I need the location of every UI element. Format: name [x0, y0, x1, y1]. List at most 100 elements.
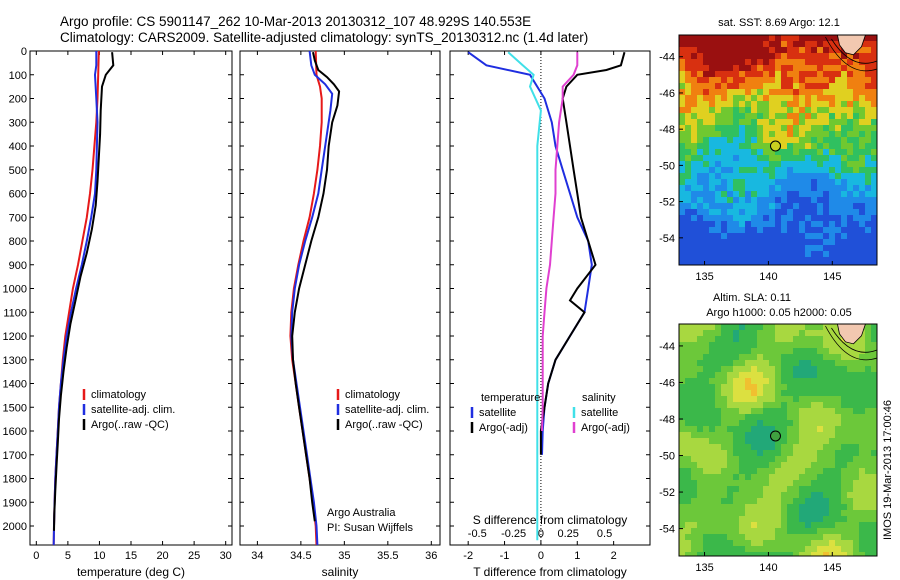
map-cell — [793, 360, 799, 366]
map-cell — [811, 414, 817, 420]
map-cell — [745, 414, 751, 420]
map-cell — [847, 113, 853, 119]
map-cell — [841, 167, 847, 173]
x-tick-label: 1 — [574, 550, 580, 562]
map-cell — [853, 528, 859, 534]
map-cell — [709, 408, 715, 414]
map-cell — [757, 95, 763, 101]
map-cell — [847, 486, 853, 492]
map-cell — [709, 119, 715, 125]
map-cell — [721, 342, 727, 348]
map-cell — [781, 185, 787, 191]
map-cell — [865, 113, 871, 119]
map-cell — [763, 426, 769, 432]
map-cell — [775, 95, 781, 101]
map-cell — [697, 468, 703, 474]
map-cell — [793, 498, 799, 504]
map-cell — [811, 324, 817, 330]
map-cell — [739, 486, 745, 492]
map-cell — [823, 408, 829, 414]
map-cell — [685, 233, 691, 239]
map-cell — [799, 510, 805, 516]
map-cell — [757, 239, 763, 245]
map-cell — [715, 149, 721, 155]
map-cell — [691, 167, 697, 173]
map-cell — [823, 245, 829, 251]
map-cell — [805, 360, 811, 366]
map-cell — [751, 65, 757, 71]
map-cell — [709, 504, 715, 510]
map-cell — [691, 101, 697, 107]
map-cell — [745, 396, 751, 402]
map-cell — [805, 552, 811, 556]
map-cell — [853, 107, 859, 113]
map-cell — [871, 107, 877, 113]
y-tick-label: 900 — [9, 260, 27, 272]
map-cell — [817, 131, 823, 137]
map-cell — [751, 77, 757, 83]
map-cell — [847, 456, 853, 462]
map-cell — [817, 324, 823, 330]
map-cell — [691, 552, 697, 556]
map-cell — [769, 245, 775, 251]
map-cell — [697, 143, 703, 149]
map-cell — [703, 540, 709, 546]
map-cell — [775, 408, 781, 414]
map-cell — [787, 227, 793, 233]
map-cell — [679, 35, 685, 41]
map-cell — [679, 342, 685, 348]
map-cell — [697, 456, 703, 462]
map-cell — [805, 227, 811, 233]
y-tick-label: 100 — [9, 70, 27, 82]
map-cell — [745, 263, 751, 265]
map-cell — [679, 528, 685, 534]
chart-title-line2: Climatology: CARS2009. Satellite-adjuste… — [60, 30, 589, 45]
map-cell — [727, 444, 733, 450]
map-cell — [787, 89, 793, 95]
map-cell — [805, 89, 811, 95]
map-cell — [733, 221, 739, 227]
map-cell — [733, 113, 739, 119]
map-cell — [751, 35, 757, 41]
map-cell — [859, 131, 865, 137]
map-cell — [703, 125, 709, 131]
map-cell — [811, 95, 817, 101]
map-cell — [745, 209, 751, 215]
map-cell — [709, 173, 715, 179]
map-cell — [787, 167, 793, 173]
map-cell — [775, 263, 781, 265]
map-cell — [799, 534, 805, 540]
map-cell — [847, 414, 853, 420]
map-cell — [859, 390, 865, 396]
map-cell — [823, 402, 829, 408]
map-cell — [847, 149, 853, 155]
map-cell — [685, 257, 691, 263]
map-cell — [793, 143, 799, 149]
map-cell — [727, 155, 733, 161]
map-cell — [709, 95, 715, 101]
map-cell — [793, 257, 799, 263]
map-cell — [787, 149, 793, 155]
map-cell — [799, 131, 805, 137]
map-cell — [679, 414, 685, 420]
map-cell — [859, 360, 865, 366]
map-cell — [775, 215, 781, 221]
map-cell — [703, 546, 709, 552]
map-cell — [751, 528, 757, 534]
map-cell — [799, 185, 805, 191]
map-cell — [685, 35, 691, 41]
map-cell — [841, 474, 847, 480]
map-cell — [727, 239, 733, 245]
map-cell — [745, 173, 751, 179]
map-cell — [709, 366, 715, 372]
map-cell — [817, 456, 823, 462]
map-cell — [793, 438, 799, 444]
map-cell — [835, 540, 841, 546]
map-cell — [781, 432, 787, 438]
map-cell — [703, 468, 709, 474]
map-cell — [697, 372, 703, 378]
map-cell — [871, 131, 877, 137]
map-cell — [817, 95, 823, 101]
map-cell — [727, 390, 733, 396]
map-cell — [763, 498, 769, 504]
